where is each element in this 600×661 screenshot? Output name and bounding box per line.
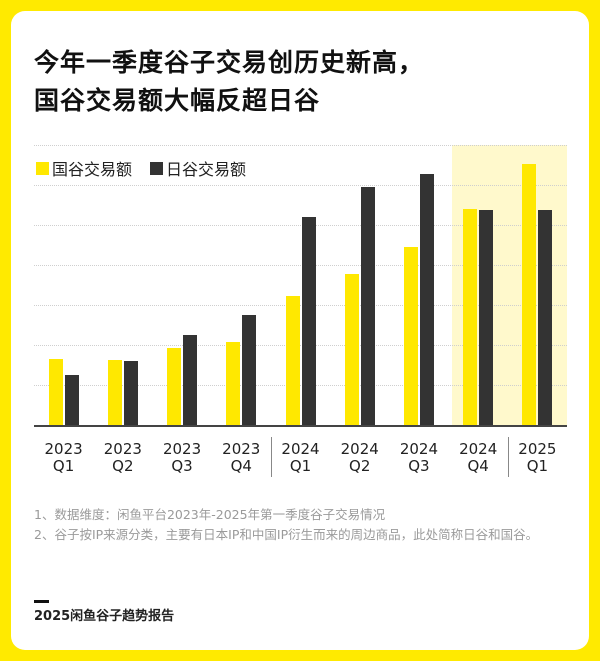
title-line-2: 国谷交易额大幅反超日谷 bbox=[34, 86, 321, 115]
gridline bbox=[34, 225, 567, 226]
year-separator bbox=[270, 437, 272, 477]
x-axis-label: 2023 Q3 bbox=[162, 440, 202, 475]
bar-chart bbox=[34, 145, 567, 427]
bar-japanese bbox=[419, 174, 434, 425]
legend-label: 日谷交易额 bbox=[166, 160, 247, 179]
x-axis-label: 2024 Q2 bbox=[340, 440, 379, 475]
gridline bbox=[34, 145, 567, 146]
x-axis-label: 2023 Q2 bbox=[103, 440, 142, 475]
x-axis-labels: 2023 Q1 2023 Q2 2023 Q3 2023 Q4 2024 Q1 2024 Q2 2024… bbox=[34, 441, 567, 481]
bar-japanese bbox=[360, 187, 375, 425]
gridline bbox=[34, 385, 567, 386]
x-axis-label: 2023 Q1 bbox=[44, 440, 83, 475]
x-axis-label: 2024 Q1 bbox=[281, 440, 320, 475]
footer-accent-bar bbox=[34, 600, 49, 603]
gridline bbox=[34, 265, 567, 266]
x-axis-label: 2025 Q1 bbox=[518, 440, 557, 475]
legend-label: 国谷交易额 bbox=[52, 160, 133, 179]
bar-japanese bbox=[538, 210, 553, 425]
footnotes: 1、数据维度：闲鱼平台2023年-2025年第一季度谷子交易情况 2、谷子按IP… bbox=[34, 505, 564, 545]
bar-japanese bbox=[123, 361, 138, 425]
bar-domestic bbox=[463, 209, 478, 425]
title-line-1: 今年一季度谷子交易创历史新高， bbox=[34, 48, 425, 77]
bar-domestic bbox=[107, 360, 122, 425]
chart-title: 今年一季度谷子交易创历史新高， 国谷交易额大幅反超日谷 bbox=[34, 44, 424, 120]
gridline bbox=[34, 185, 567, 186]
x-axis-label: 2024 Q3 bbox=[399, 440, 439, 475]
bar-domestic bbox=[167, 348, 182, 425]
footnote-1: 1、数据维度：闲鱼平台2023年-2025年第一季度谷子交易情况 bbox=[34, 507, 386, 522]
bar-domestic bbox=[344, 274, 359, 425]
bar-domestic bbox=[403, 247, 418, 425]
report-footer: 2025闲鱼谷子趋势报告 bbox=[34, 609, 175, 624]
bar-japanese bbox=[64, 375, 79, 425]
bar-domestic bbox=[48, 359, 63, 425]
x-axis-label: 2024 Q4 bbox=[459, 440, 498, 475]
chart-legend: 国谷交易额 日谷交易额 bbox=[36, 156, 264, 180]
bar-japanese bbox=[242, 315, 257, 425]
legend-swatch-yellow-icon bbox=[36, 161, 49, 175]
gridline bbox=[34, 305, 567, 306]
footnote-2: 2、谷子按IP来源分类，主要有日本IP和中国IP衍生而来的周边商品，此处简称日谷… bbox=[34, 527, 539, 542]
x-axis-label: 2023 Q4 bbox=[222, 440, 261, 475]
bar-japanese bbox=[479, 210, 494, 425]
bar-domestic bbox=[522, 164, 537, 425]
legend-item-japanese: 日谷交易额 bbox=[150, 156, 246, 180]
x-axis-line bbox=[34, 425, 567, 427]
year-separator bbox=[507, 437, 509, 477]
bar-japanese bbox=[301, 217, 316, 425]
bar-domestic bbox=[226, 342, 241, 425]
legend-item-domestic: 国谷交易额 bbox=[36, 156, 132, 180]
gridline bbox=[34, 345, 567, 346]
bar-japanese bbox=[183, 335, 198, 425]
bar-domestic bbox=[285, 296, 300, 425]
legend-swatch-dark-icon bbox=[150, 161, 164, 175]
